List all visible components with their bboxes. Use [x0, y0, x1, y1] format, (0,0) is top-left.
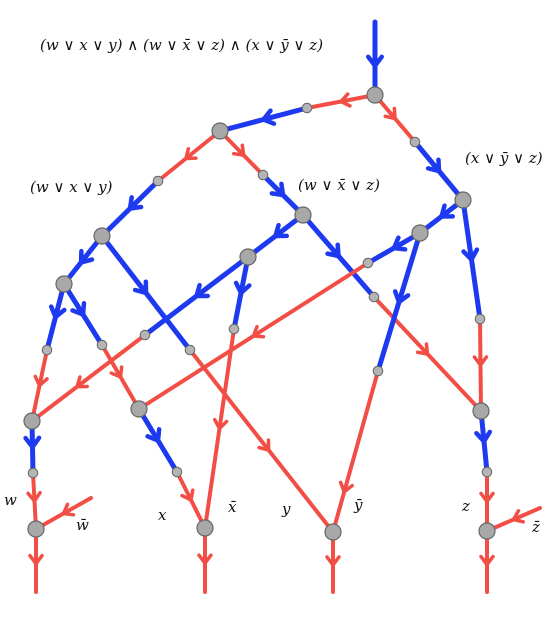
formula-label: (w ∨ x ∨ y) ∧ (w ∨ x̄ ∨ z) ∧ (x ∨ ȳ ∨ z): [40, 36, 323, 54]
junction-s2: [257, 169, 269, 181]
node-N8: [130, 400, 148, 418]
junction-s14: [171, 466, 183, 478]
node-N5: [411, 224, 429, 242]
arrowhead-N2-s6: [48, 304, 67, 320]
node-A: [366, 86, 384, 104]
arrowhead-s11-N9: [472, 355, 489, 367]
node-L4: [478, 522, 496, 540]
arrowhead-s9-L3: [257, 438, 271, 452]
arrowhead-s8-N7: [75, 375, 89, 389]
node-N6: [239, 248, 257, 266]
node-N7: [23, 412, 41, 430]
arrowhead-N4-s11: [461, 247, 480, 262]
arrowhead-N3-N6: [273, 222, 289, 239]
arrowhead-C-s2: [232, 143, 246, 157]
arrowhead-s5-N9: [415, 342, 430, 356]
junction-s1: [152, 175, 164, 187]
arrowhead-tw-L1: [61, 502, 76, 517]
arrowhead-A-s3: [383, 106, 397, 121]
red-edge-s8-N7: [30, 333, 147, 423]
arrowhead-N1-N2: [78, 248, 95, 265]
arrowhead-s10-L2: [212, 417, 229, 431]
clause-label-1: (w ∨ x ∨ y): [30, 178, 113, 196]
arrowhead-top0-A: [366, 54, 384, 69]
junction-s13: [27, 467, 39, 479]
arrowhead-B-C: [261, 108, 277, 126]
nodes: [23, 86, 496, 541]
literal-w: w: [4, 491, 17, 509]
junction-s10: [228, 323, 240, 335]
junction-B: [301, 102, 313, 114]
node-C: [211, 122, 229, 140]
arrowhead-N5-s4: [391, 235, 408, 252]
arrowhead-s6-N7: [33, 374, 49, 388]
literal-x-bar: x̄: [228, 498, 237, 516]
arrowhead-N3-s5: [325, 242, 341, 259]
junction-s8: [139, 329, 151, 341]
arrowhead-s3-N4: [425, 157, 442, 174]
arrowhead-A-B: [339, 92, 352, 108]
arrowhead-L3-b3: [325, 555, 341, 567]
node-N2: [55, 275, 73, 293]
junction-s9: [184, 344, 196, 356]
arrowhead-tz-L4: [511, 509, 525, 524]
arrowhead-C-s1: [184, 147, 198, 161]
node-N3: [294, 206, 312, 224]
arrowhead-s1-N1: [127, 195, 144, 211]
arrowhead-L2-b2: [197, 553, 213, 565]
red-edge-C-s1: [156, 129, 222, 183]
literal-z: z: [461, 497, 470, 515]
clause-label-3: (x ∨ ȳ ∨ z): [465, 149, 543, 167]
literal-z-bar: z̄: [531, 518, 540, 536]
node-L1: [27, 520, 45, 538]
literal-x: x: [158, 506, 167, 524]
junction-s3: [409, 136, 421, 148]
arrowhead-s2-N3: [269, 181, 286, 198]
arrowhead-s14-L2: [180, 488, 195, 502]
arrowhead-s4-N8: [251, 324, 266, 339]
red-edge-s12-L3: [331, 369, 380, 534]
literal-y-bar: ȳ: [353, 496, 363, 514]
literal-w-bar: w̄: [76, 516, 89, 534]
node-L2: [196, 519, 214, 537]
arrowhead-N6-s10: [233, 280, 252, 296]
arrowhead-N6-s8: [194, 282, 210, 299]
node-N4: [454, 191, 472, 209]
arrowheads: [23, 54, 525, 567]
arrowhead-s13-L1: [26, 490, 42, 503]
node-N9: [472, 402, 490, 420]
arrowhead-s12-L3: [338, 480, 354, 494]
red-edge-s9-L3: [188, 348, 335, 534]
arrowhead-N9-s15: [474, 429, 493, 444]
arrowhead-N5-s12: [392, 289, 411, 305]
node-N1: [93, 227, 111, 245]
arrowhead-s15-L4: [479, 491, 495, 504]
junction-s11: [474, 313, 486, 325]
arrowhead-N2-s7: [70, 301, 87, 317]
red-edge-C-s2: [218, 129, 265, 177]
junction-s7: [96, 339, 108, 351]
arrowhead-L1-b1: [28, 553, 44, 566]
arrowhead-s7-N8: [109, 365, 124, 379]
junction-s4: [362, 257, 374, 269]
arrowhead-N4-N5: [439, 203, 455, 219]
junction-s5: [368, 291, 380, 303]
node-L3: [324, 523, 342, 541]
junction-s15: [481, 466, 493, 478]
arrowhead-N7-s13: [23, 435, 42, 450]
arrowhead-N1-s9: [132, 279, 149, 296]
arrowhead-L4-b4: [479, 554, 495, 567]
junction-s12: [372, 365, 384, 377]
arrowhead-N8-s14: [145, 427, 162, 443]
labels: (w ∨ x ∨ y) ∧ (w ∨ x̄ ∨ z) ∧ (x ∨ ȳ ∨ z)…: [4, 36, 543, 536]
junction-s6: [41, 344, 53, 356]
clause-label-2: (w ∨ x̄ ∨ z): [298, 176, 380, 194]
literal-y: y: [281, 500, 291, 518]
